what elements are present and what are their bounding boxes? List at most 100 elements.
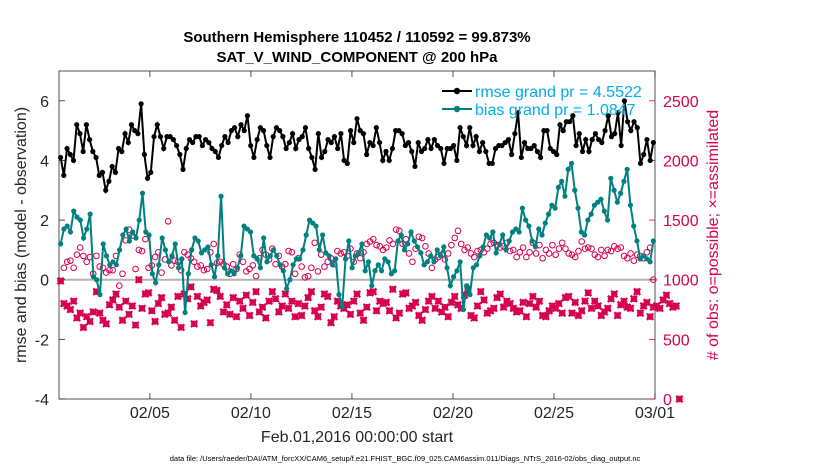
bias-point bbox=[634, 238, 640, 244]
obs-assimilated-marker bbox=[229, 293, 238, 302]
obs-assimilated-marker bbox=[545, 306, 554, 315]
bias-point bbox=[267, 253, 273, 259]
bias-point bbox=[441, 244, 447, 250]
bias-point bbox=[172, 241, 178, 247]
bias-point bbox=[581, 232, 588, 238]
bias-point bbox=[555, 184, 561, 190]
obs-assimilated-marker bbox=[252, 287, 261, 296]
obs-possible-marker bbox=[422, 243, 429, 250]
bias-point bbox=[257, 265, 263, 271]
legend: rmse grand pr = 4.5522 bias grand pr = 1… bbox=[442, 84, 642, 119]
obs-assimilated-marker bbox=[115, 303, 124, 312]
rmse-point bbox=[618, 142, 624, 149]
rmse-point bbox=[621, 98, 627, 104]
chart-title-line2: SAT_V_WIND_COMPONENT @ 200 hPa bbox=[216, 49, 498, 66]
obs-assimilated-marker bbox=[304, 293, 313, 302]
rmse-point bbox=[383, 148, 389, 155]
bias-point bbox=[588, 211, 594, 217]
rmse-point bbox=[399, 131, 405, 137]
bias-point bbox=[480, 244, 486, 250]
rmse-point bbox=[521, 139, 528, 146]
rmse-point bbox=[389, 145, 396, 152]
rmse-point bbox=[170, 136, 176, 143]
obs-possible-marker bbox=[650, 276, 657, 284]
bias-point bbox=[221, 265, 227, 271]
rmse-point bbox=[373, 125, 379, 131]
rmse-point bbox=[112, 169, 118, 175]
bias-point bbox=[408, 229, 414, 235]
bias-point bbox=[647, 259, 653, 265]
rmse-point bbox=[280, 134, 286, 140]
obs-assimilated-marker bbox=[480, 296, 488, 304]
bias-point bbox=[378, 268, 385, 274]
obs-assimilated-marker bbox=[646, 312, 655, 321]
obs-possible-marker bbox=[314, 268, 322, 275]
rmse-point bbox=[454, 157, 460, 164]
obs-assimilated-marker bbox=[183, 294, 192, 303]
obs-assimilated-marker bbox=[672, 301, 681, 310]
obs-assimilated-marker bbox=[160, 310, 169, 319]
rmse-point bbox=[277, 128, 283, 134]
obs-assimilated-marker bbox=[274, 307, 283, 316]
obs-assimilated-marker bbox=[476, 287, 485, 296]
rmse-point bbox=[122, 131, 128, 137]
obs-assimilated-marker bbox=[138, 304, 147, 313]
obs-possible-marker bbox=[418, 234, 426, 242]
obs-assimilated-marker bbox=[453, 300, 462, 309]
bias-point bbox=[133, 235, 139, 241]
obs-assimilated-marker bbox=[577, 306, 586, 315]
obs-assimilated-marker bbox=[558, 309, 567, 318]
obs-assimilated-marker bbox=[167, 303, 176, 312]
obs-assimilated-marker bbox=[173, 292, 182, 301]
bias-point bbox=[611, 187, 617, 193]
obs-possible-marker bbox=[451, 234, 459, 242]
rmse-point bbox=[270, 134, 276, 140]
obs-assimilated-marker bbox=[554, 299, 563, 308]
obs-assimilated-marker bbox=[636, 309, 645, 318]
obs-assimilated-marker bbox=[610, 290, 619, 299]
obs-assimilated-marker bbox=[255, 307, 264, 316]
obs-possible-marker bbox=[562, 245, 569, 253]
obs-assimilated-marker bbox=[326, 318, 335, 327]
obs-assimilated-marker bbox=[655, 304, 664, 313]
rmse-point bbox=[135, 131, 141, 137]
obs-assimilated-marker bbox=[131, 321, 140, 330]
bias-point bbox=[585, 217, 591, 223]
rmse-point bbox=[286, 139, 292, 146]
obs-possible-marker bbox=[643, 248, 651, 256]
bias-point bbox=[264, 259, 270, 265]
bias-point bbox=[80, 235, 87, 241]
obs-assimilated-marker bbox=[567, 309, 576, 318]
obs-possible-marker bbox=[604, 246, 612, 254]
rmse-point bbox=[405, 139, 412, 146]
bias-point bbox=[451, 274, 457, 280]
obs-assimilated-marker bbox=[535, 297, 544, 306]
obs-assimilated-marker bbox=[603, 304, 612, 313]
obs-possible-marker bbox=[470, 253, 478, 261]
bias-point bbox=[64, 223, 70, 229]
rmse-point bbox=[457, 125, 463, 131]
bias-point bbox=[398, 232, 404, 238]
obs-assimilated-marker bbox=[395, 309, 404, 318]
bias-point bbox=[333, 256, 339, 262]
bias-point bbox=[346, 238, 352, 244]
bias-point bbox=[136, 217, 142, 223]
obs-assimilated-marker bbox=[212, 286, 221, 295]
bias-point bbox=[542, 220, 548, 226]
bias-point bbox=[126, 238, 133, 244]
obs-assimilated-marker bbox=[63, 301, 72, 310]
obs-assimilated-marker bbox=[633, 287, 642, 296]
obs-assimilated-marker bbox=[427, 292, 436, 301]
obs-possible-marker bbox=[487, 240, 494, 248]
bias-point bbox=[339, 303, 345, 310]
bias-point bbox=[529, 238, 535, 244]
rmse-point bbox=[93, 154, 99, 161]
x-tick-label: 02/15 bbox=[332, 405, 372, 422]
obs-assimilated-marker bbox=[261, 313, 270, 322]
obs-possible-marker bbox=[200, 266, 208, 274]
right-tick-label: 1500 bbox=[663, 213, 699, 230]
obs-assimilated-marker bbox=[147, 306, 156, 315]
obs-assimilated-marker bbox=[141, 290, 150, 299]
right-tick-label: 0 bbox=[663, 392, 672, 409]
bias-series bbox=[58, 160, 656, 316]
